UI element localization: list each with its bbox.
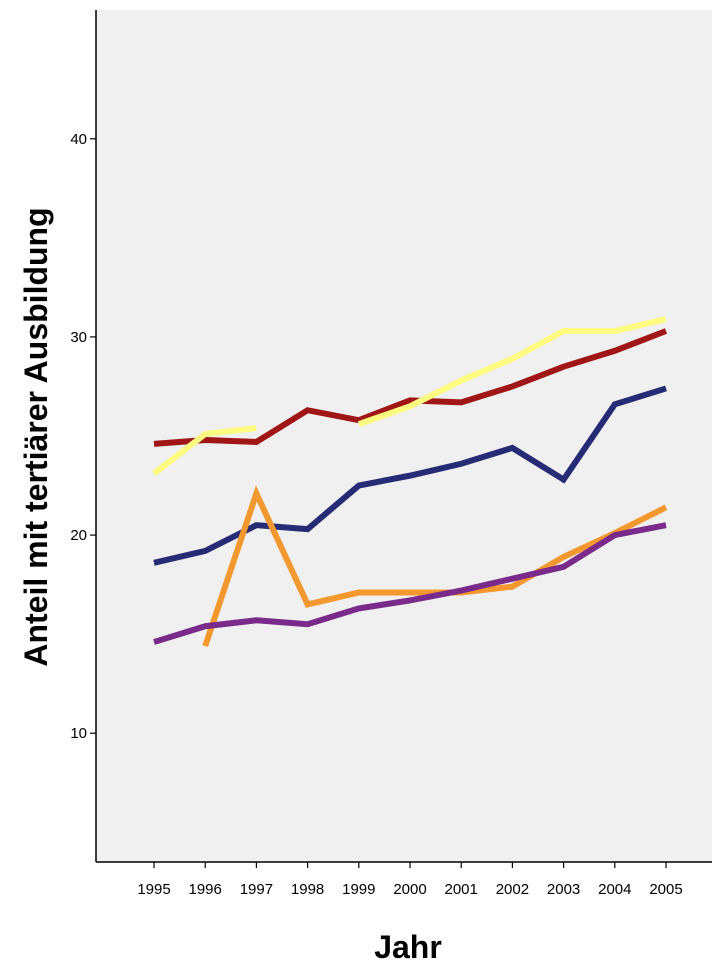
x-tick-label: 1999: [342, 881, 375, 898]
series-line-5: [153, 522, 667, 645]
x-tick-label: 1998: [291, 881, 324, 898]
x-tick-label: 1995: [137, 881, 170, 898]
y-tick-label: 30: [70, 329, 87, 346]
series-layer: [152, 316, 668, 647]
y-ticks: 10 20 30 40: [70, 131, 96, 742]
series-line-2: [152, 425, 257, 477]
x-tick-label: 1997: [240, 881, 273, 898]
y-tick-label: 40: [70, 131, 87, 148]
x-ticks: 1995 1996 1997 1998 1999 2000 2001 2002 2003 2004…: [137, 862, 683, 898]
x-tick-label: 2004: [598, 881, 631, 898]
y-axis-title: Anteil mit tertiärer Ausbildung: [18, 207, 54, 666]
x-tick-label: 1996: [189, 881, 222, 898]
plot-area: [96, 10, 712, 862]
x-tick-label: 2001: [445, 881, 478, 898]
y-tick-label: 10: [70, 725, 87, 742]
series-line-1: [153, 328, 668, 447]
x-tick-label: 2003: [547, 881, 580, 898]
x-tick-label: 2005: [649, 881, 682, 898]
x-axis-title: Jahr: [374, 929, 442, 962]
series-line-2: [357, 316, 667, 427]
x-tick-label: 2002: [496, 881, 529, 898]
series-line-3: [153, 385, 667, 566]
y-tick-label: 20: [70, 527, 87, 544]
x-tick-label: 2000: [393, 881, 426, 898]
